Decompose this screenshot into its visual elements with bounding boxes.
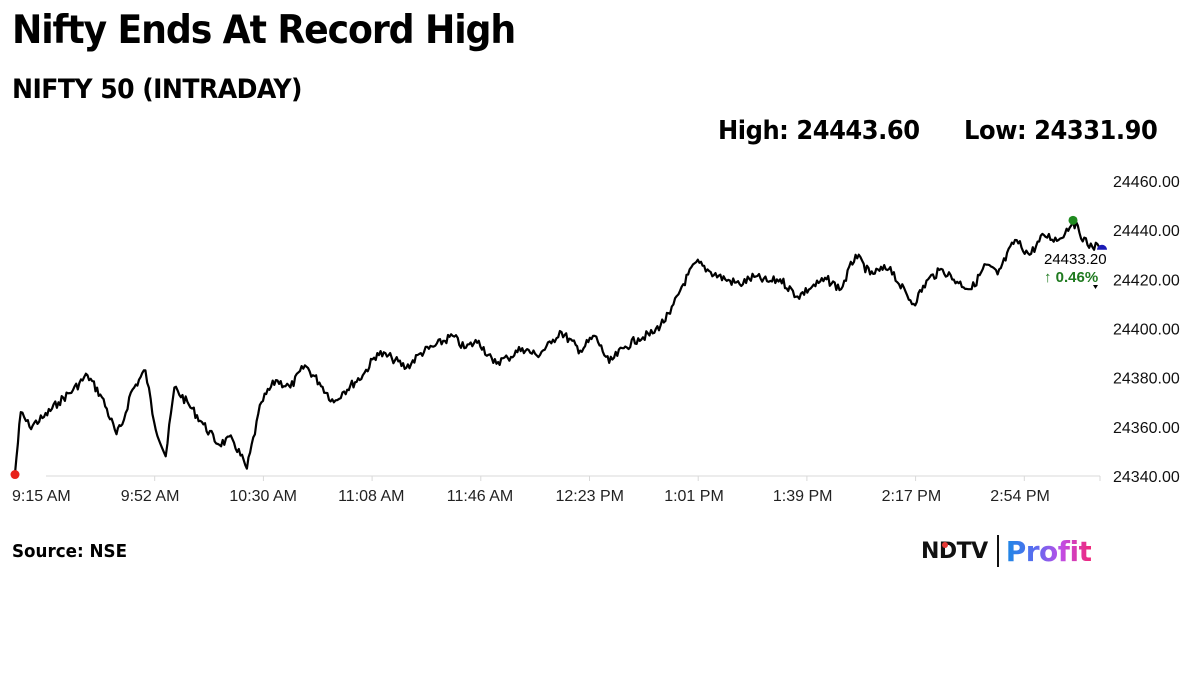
y-tick-label: 24440.00 [1113,223,1180,240]
logo-profit: Profit [1005,534,1092,568]
x-tick-label: 11:46 AM [447,488,513,505]
day-low-label: Low: 24331.90 [964,116,1158,146]
y-tick-label: 24460.00 [1113,174,1180,191]
y-tick-label: 24420.00 [1113,272,1180,289]
logo-red-dot-icon [942,542,948,548]
change-percent-label: ↑ 0.46% [1044,269,1098,286]
x-tick-label: 1:39 PM [773,488,833,505]
source-label: Source: NSE [12,541,128,562]
x-tick-label: 11:08 AM [338,488,404,505]
x-axis-labels: 9:15 AM 9:52 AM 10:30 AM 11:08 AM 11:46 AM 12… [12,476,1101,505]
y-tick-label: 24340.00 [1113,469,1180,486]
y-tick-label: 24380.00 [1113,371,1180,388]
y-axis-labels: 24460.00 24440.00 24420.00 24400.00 24380.00… [1113,174,1180,486]
page-title: Nifty Ends At Record High [12,8,516,53]
ndtv-profit-logo: NDTV Profit [921,531,1092,571]
x-tick-label: 9:15 AM [12,488,71,505]
logo-divider [996,535,999,567]
x-tick-label: 2:54 PM [990,488,1050,505]
logo-ndtv: NDTV [921,538,988,564]
day-high-label: High: 24443.60 [718,116,920,146]
open-marker-icon [10,470,20,480]
x-tick-label: 1:01 PM [664,488,724,505]
x-tick-label: 9:52 AM [121,488,180,505]
high-marker-icon [1068,215,1078,225]
x-tick-label: 10:30 AM [229,488,297,505]
chart-subtitle: NIFTY 50 (INTRADAY) [12,74,302,105]
prev-close-marker-icon [1097,244,1107,250]
price-line [13,220,1101,474]
x-tick-label: 2:17 PM [882,488,942,505]
y-tick-label: 24400.00 [1113,322,1180,339]
down-tick-icon [1093,285,1098,289]
x-tick-label: 12:23 PM [556,488,624,505]
y-tick-label: 24360.00 [1113,420,1180,437]
last-value-label: 24433.20 [1044,251,1107,268]
